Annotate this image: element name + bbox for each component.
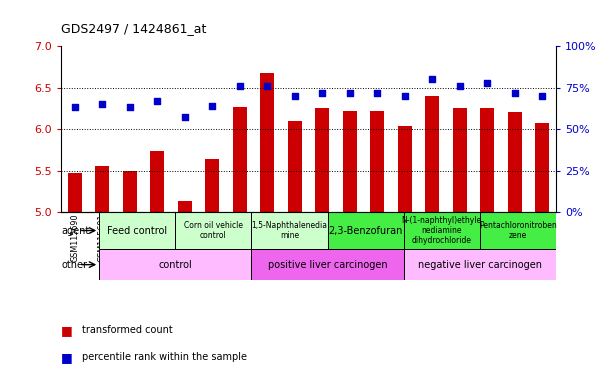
Bar <box>480 108 494 212</box>
Point <box>538 93 547 99</box>
Bar <box>123 170 137 212</box>
Point <box>207 103 218 109</box>
Bar <box>205 159 219 212</box>
Point <box>510 89 519 96</box>
Bar <box>398 126 412 212</box>
Bar <box>535 123 549 212</box>
Text: agent: agent <box>61 225 89 235</box>
Point <box>373 89 382 96</box>
Point <box>263 83 273 89</box>
Text: positive liver carcinogen: positive liver carcinogen <box>268 260 387 270</box>
Text: negative liver carcinogen: negative liver carcinogen <box>418 260 542 270</box>
Bar <box>150 151 164 212</box>
Point <box>125 104 134 111</box>
Bar <box>404 249 556 280</box>
Point <box>455 83 464 89</box>
Bar <box>99 212 175 249</box>
Text: control: control <box>158 260 192 270</box>
Bar <box>315 108 329 212</box>
Bar <box>175 212 252 249</box>
Point <box>400 93 409 99</box>
Text: Feed control: Feed control <box>107 225 167 235</box>
Bar <box>508 113 522 212</box>
Point <box>290 93 300 99</box>
Bar <box>425 96 439 212</box>
Point <box>482 79 492 86</box>
Text: 1,5-Naphthalenedia
mine: 1,5-Naphthalenedia mine <box>252 221 327 240</box>
Bar <box>233 107 247 212</box>
Point <box>345 89 354 96</box>
Bar <box>404 212 480 249</box>
Text: Corn oil vehicle
control: Corn oil vehicle control <box>184 221 243 240</box>
Point <box>70 104 79 111</box>
Bar <box>370 111 384 212</box>
Bar <box>327 212 404 249</box>
Bar <box>288 121 302 212</box>
Bar <box>252 249 404 280</box>
Bar <box>178 201 192 212</box>
Text: Pentachloronitroben
zene: Pentachloronitroben zene <box>479 221 557 240</box>
Text: transformed count: transformed count <box>82 325 174 335</box>
Bar <box>95 166 109 212</box>
Point <box>153 98 163 104</box>
Point <box>180 114 189 121</box>
Text: ■: ■ <box>61 351 73 364</box>
Point <box>235 83 244 89</box>
Bar <box>453 108 467 212</box>
Bar <box>252 212 327 249</box>
Text: GDS2497 / 1424861_at: GDS2497 / 1424861_at <box>61 22 207 35</box>
Text: N-(1-naphthyl)ethyle
nediamine
dihydrochloride: N-(1-naphthyl)ethyle nediamine dihydroch… <box>402 216 482 245</box>
Text: 2,3-Benzofuran: 2,3-Benzofuran <box>329 225 403 235</box>
Text: ■: ■ <box>61 324 73 337</box>
Bar <box>260 73 274 212</box>
Point <box>98 101 108 107</box>
Point <box>427 76 437 82</box>
Bar <box>343 111 357 212</box>
Text: percentile rank within the sample: percentile rank within the sample <box>82 352 247 362</box>
Bar <box>480 212 556 249</box>
Text: other: other <box>61 260 87 270</box>
Bar <box>99 249 252 280</box>
Point <box>318 89 327 96</box>
Bar <box>68 173 82 212</box>
